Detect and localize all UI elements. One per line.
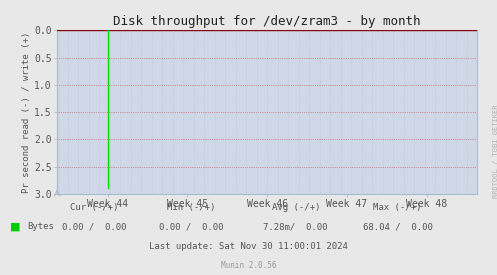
Text: 0.00 /  0.00: 0.00 / 0.00 [62,222,127,231]
Text: Munin 2.0.56: Munin 2.0.56 [221,261,276,270]
Text: 68.04 /  0.00: 68.04 / 0.00 [363,222,432,231]
Text: Avg (-/+): Avg (-/+) [271,203,320,212]
Text: 0.00 /  0.00: 0.00 / 0.00 [159,222,224,231]
Text: Last update: Sat Nov 30 11:00:01 2024: Last update: Sat Nov 30 11:00:01 2024 [149,242,348,251]
Title: Disk throughput for /dev/zram3 - by month: Disk throughput for /dev/zram3 - by mont… [113,15,421,28]
Text: Cur (-/+): Cur (-/+) [70,203,119,212]
Text: Min (-/+): Min (-/+) [167,203,216,212]
Text: Max (-/+): Max (-/+) [373,203,422,212]
Text: ■: ■ [10,222,20,232]
Text: RRDTOOL / TOBI OETIKER: RRDTOOL / TOBI OETIKER [493,104,497,198]
Y-axis label: Pr second read (-) / write (+): Pr second read (-) / write (+) [22,31,31,193]
Text: Bytes: Bytes [27,222,54,231]
Text: 7.28m/  0.00: 7.28m/ 0.00 [263,222,328,231]
